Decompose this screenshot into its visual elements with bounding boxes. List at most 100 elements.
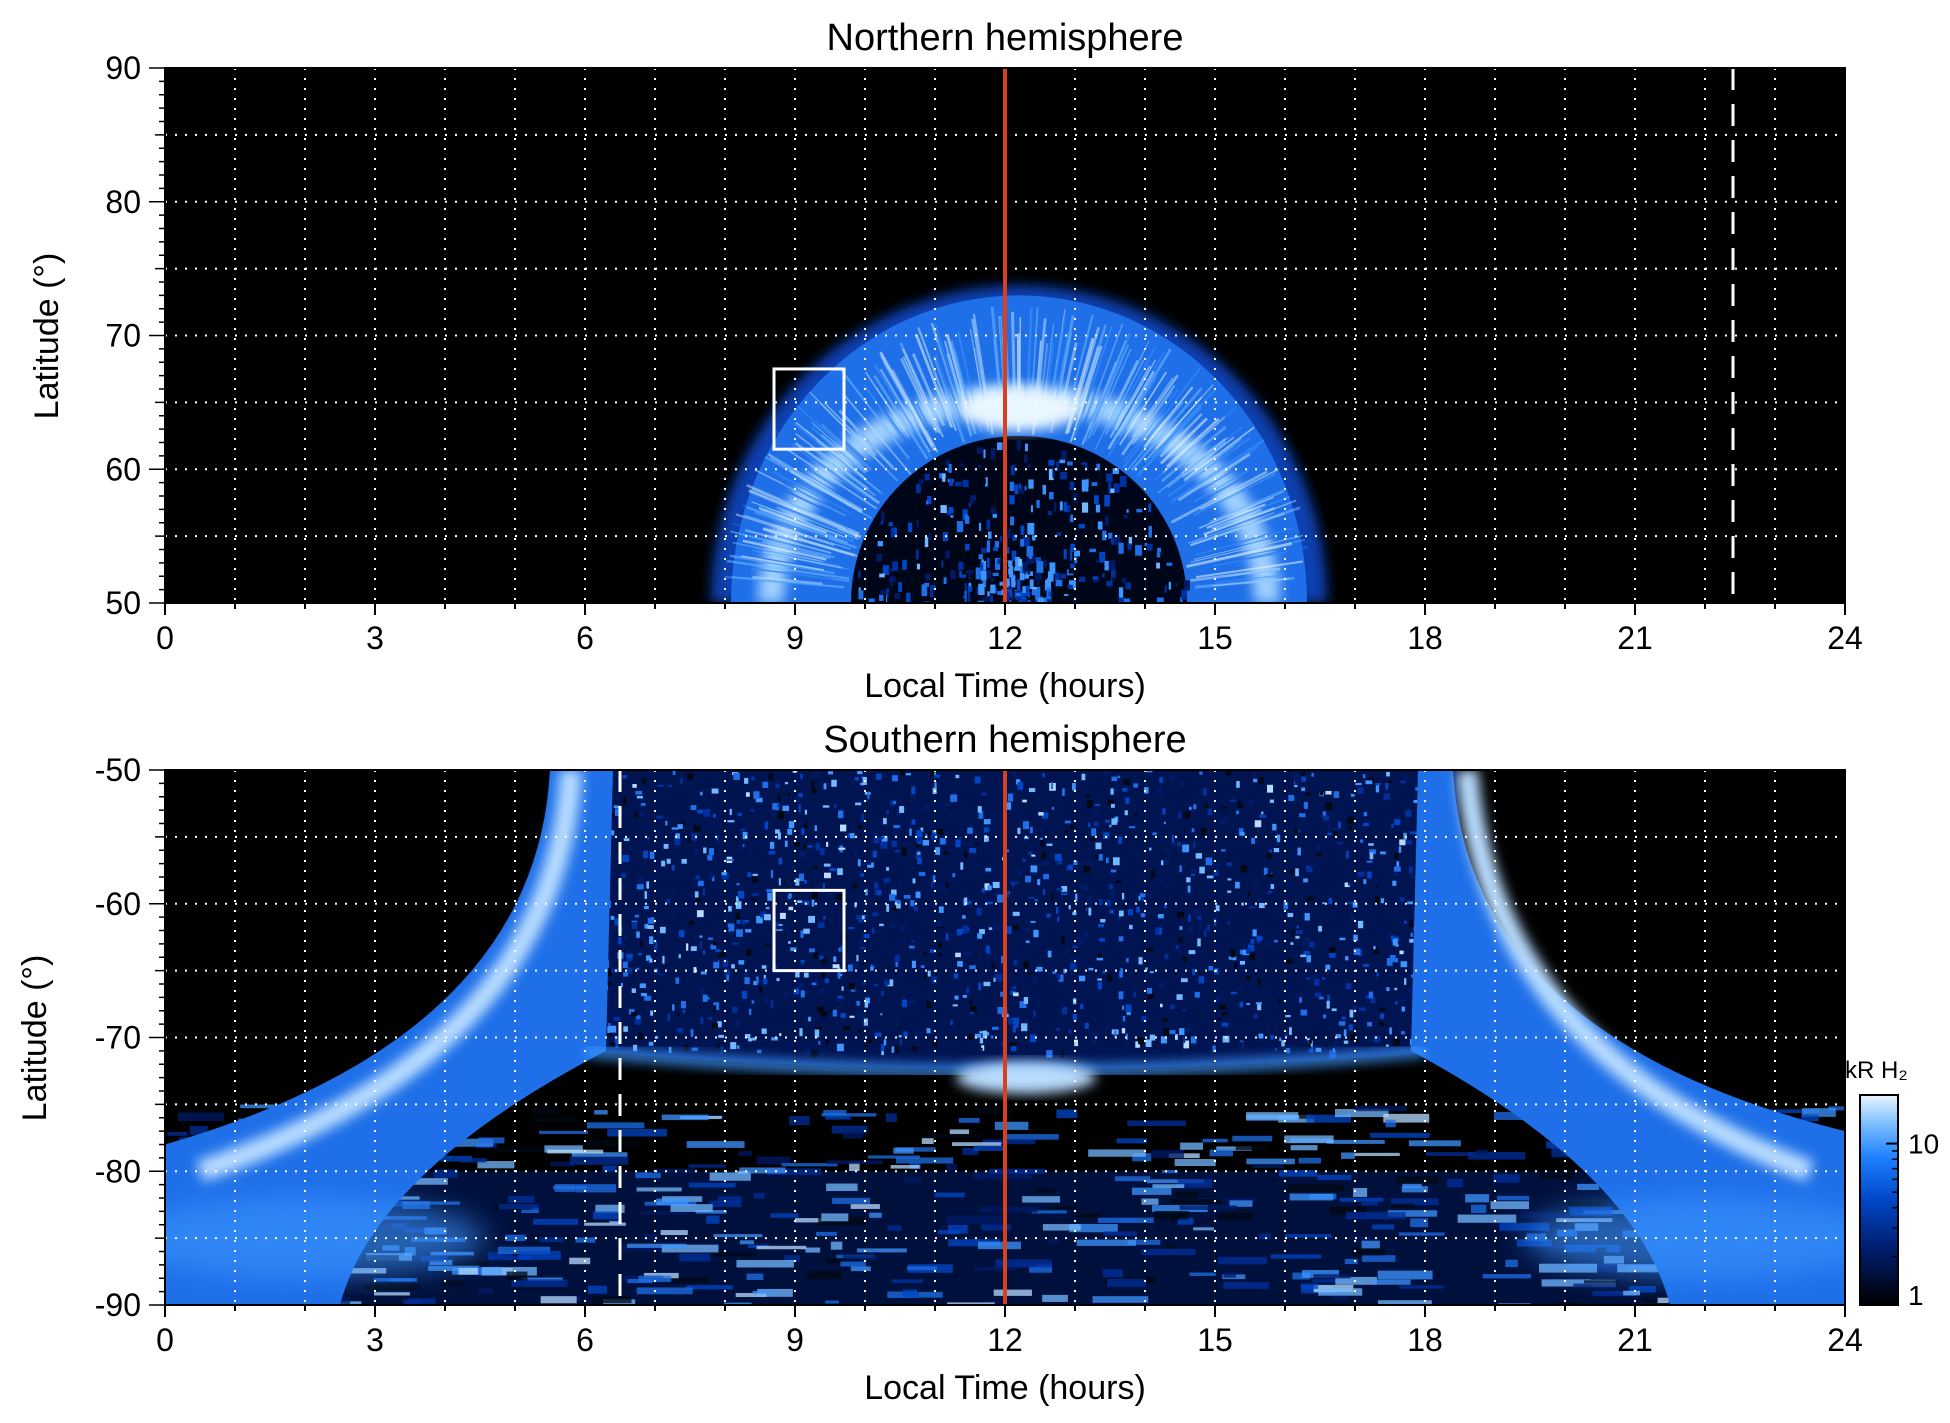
- emission-speck: [1138, 957, 1143, 965]
- emission-speck: [955, 839, 961, 848]
- emission-speck: [752, 876, 758, 883]
- emission-speck: [1095, 504, 1101, 513]
- emission-band: [607, 1128, 667, 1137]
- emission-speck: [1122, 1023, 1126, 1028]
- y-tick-label: 70: [105, 318, 141, 354]
- oval-streak: [1208, 489, 1285, 524]
- emission-speck: [726, 927, 729, 931]
- emission-speck: [834, 803, 837, 808]
- emission-band: [452, 1138, 494, 1147]
- emission-speck: [814, 874, 820, 877]
- emission-speck: [808, 915, 815, 923]
- emission-speck: [1068, 566, 1075, 574]
- oval-streak: [838, 367, 910, 460]
- emission-speck: [1070, 824, 1074, 829]
- emission-speck: [978, 583, 985, 596]
- emission-speck: [1386, 957, 1393, 966]
- emission-speck: [896, 901, 901, 909]
- emission-speck: [626, 957, 632, 962]
- emission-speck: [800, 990, 805, 998]
- emission-band: [893, 1147, 914, 1154]
- emission-speck: [997, 590, 1004, 595]
- y-tick-label: -80: [95, 1153, 141, 1189]
- emission-speck: [635, 790, 643, 795]
- emission-speck: [825, 1039, 830, 1045]
- emission-speck: [926, 500, 929, 505]
- emission-band: [1300, 1283, 1319, 1289]
- oval-streak: [1181, 530, 1280, 559]
- emission-speck: [944, 565, 950, 571]
- emission-speck: [1013, 992, 1019, 997]
- emission-speck: [1309, 942, 1315, 948]
- emission-speck: [609, 1025, 617, 1033]
- emission-band: [981, 1224, 1011, 1231]
- emission-speck: [993, 546, 999, 552]
- x-tick-label: 24: [1827, 620, 1863, 656]
- emission-speck: [1164, 585, 1167, 593]
- emission-speck: [694, 891, 699, 898]
- emission-speck: [609, 812, 615, 818]
- emission-speck: [1399, 950, 1404, 955]
- emission-band: [521, 1207, 539, 1214]
- oval-streak: [1192, 472, 1276, 517]
- emission-band: [1146, 1179, 1204, 1184]
- emission-speck: [1145, 967, 1148, 970]
- emission-speck: [1072, 493, 1078, 503]
- emission-speck: [975, 567, 981, 580]
- emission-speck: [718, 1034, 724, 1038]
- emission-speck: [1119, 512, 1124, 520]
- emission-speck: [1180, 781, 1185, 787]
- emission-speck: [1186, 1026, 1192, 1032]
- emission-speck: [1067, 461, 1073, 466]
- emission-speck: [1118, 910, 1124, 917]
- emission-speck: [1226, 859, 1230, 864]
- emission-speck: [824, 978, 830, 984]
- emission-speck: [727, 820, 735, 823]
- emission-speck: [954, 995, 959, 1000]
- emission-speck: [814, 825, 818, 832]
- emission-speck: [1020, 539, 1025, 547]
- emission-speck: [636, 884, 644, 890]
- emission-speck: [1023, 996, 1029, 1004]
- emission-speck: [1269, 799, 1275, 803]
- emission-speck: [929, 771, 935, 777]
- emission-band: [938, 1229, 960, 1235]
- emission-speck: [929, 585, 934, 598]
- oval-streak: [864, 371, 906, 431]
- emission-speck: [1308, 1039, 1312, 1044]
- x-tick-label: 0: [156, 1322, 174, 1358]
- emission-band: [1520, 1211, 1571, 1219]
- emission-speck: [711, 875, 715, 882]
- emission-speck: [1028, 788, 1036, 793]
- oval-streak: [1131, 377, 1174, 438]
- emission-speck: [1056, 461, 1059, 472]
- emission-speck: [1303, 936, 1310, 944]
- emission-speck: [1266, 873, 1274, 878]
- oval-streak: [1213, 551, 1288, 567]
- emission-band: [1828, 1106, 1845, 1111]
- emission-band: [1223, 1282, 1269, 1289]
- emission-band: [1497, 1195, 1530, 1201]
- oval-streak: [738, 566, 833, 580]
- emission-speck: [1097, 924, 1104, 928]
- colorbar-gradient: [1859, 1094, 1899, 1306]
- emission-band: [1069, 1224, 1118, 1233]
- emission-speck: [829, 867, 837, 872]
- emission-band: [490, 1147, 543, 1153]
- emission-speck: [997, 894, 1004, 903]
- emission-speck: [1325, 964, 1331, 970]
- emission-speck: [1238, 1041, 1244, 1050]
- emission-speck: [926, 1028, 931, 1034]
- emission-band: [569, 1156, 629, 1165]
- emission-speck: [967, 590, 971, 602]
- emission-speck: [998, 595, 1005, 603]
- emission-speck: [837, 995, 844, 999]
- emission-speck: [1264, 941, 1269, 948]
- dawn-ridge: [196, 770, 582, 1182]
- emission-speck: [981, 792, 987, 796]
- emission-speck: [1123, 598, 1130, 603]
- emission-band: [709, 1172, 751, 1181]
- emission-speck: [932, 830, 937, 837]
- emission-speck: [983, 449, 986, 459]
- emission-speck: [1329, 947, 1336, 954]
